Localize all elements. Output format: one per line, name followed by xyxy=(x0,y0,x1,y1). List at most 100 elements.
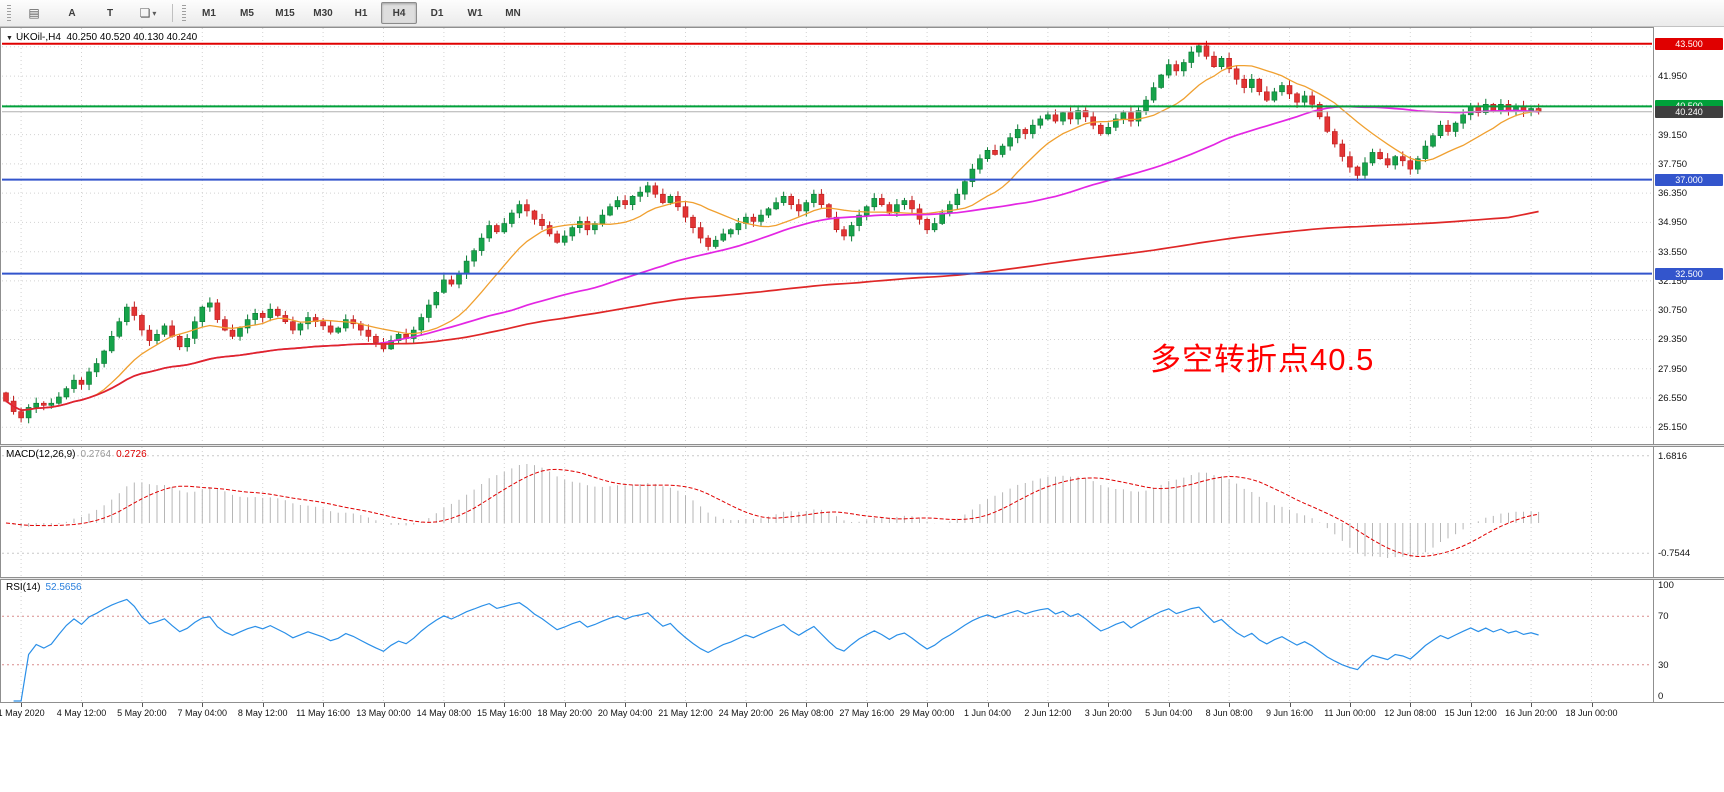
text-tool-button[interactable]: T xyxy=(106,7,114,19)
collapse-arrow-icon[interactable]: ▼ xyxy=(6,35,13,42)
rsi-indicator-label: RSI(14) 52.5656 xyxy=(6,582,82,593)
time-tick xyxy=(1470,703,1472,707)
time-label: 15 May 16:00 xyxy=(477,708,532,718)
time-label: 1 May 2020 xyxy=(0,708,45,718)
timeframe-w1-button[interactable]: W1 xyxy=(467,7,483,19)
y-axis-label: 41.950 xyxy=(1658,71,1688,82)
y-axis-label: 27.950 xyxy=(1658,364,1688,375)
arrow-tool-button[interactable]: A xyxy=(68,7,76,19)
time-label: 12 Jun 08:00 xyxy=(1384,708,1437,718)
price-line-tag: 43.500 xyxy=(1655,38,1723,50)
time-tick xyxy=(1531,703,1533,707)
shapes-icon: ❏ xyxy=(139,6,151,20)
time-tick xyxy=(625,703,627,707)
time-label: 26 May 08:00 xyxy=(779,708,834,718)
macd-scale-min: -0.7544 xyxy=(1658,548,1691,559)
macd-scale-max: 1.6816 xyxy=(1658,451,1688,462)
y-axis-label: 36.350 xyxy=(1658,188,1688,199)
bid-price-tag: 40.240 xyxy=(1655,106,1723,118)
time-label: 27 May 16:00 xyxy=(839,708,894,718)
time-label: 20 May 04:00 xyxy=(597,708,653,718)
time-tick xyxy=(141,703,143,707)
time-label: 8 Jun 08:00 xyxy=(1205,708,1253,718)
time-tick xyxy=(745,703,747,707)
time-label: 2 Jun 12:00 xyxy=(1024,708,1072,718)
symbol-name: UKOil-,H4 xyxy=(15,32,61,43)
macd-indicator-label: MACD(12,26,9) 0.2764 0.2726 xyxy=(6,449,147,460)
time-label: 4 May 12:00 xyxy=(56,708,107,718)
rsi-value: 52.5656 xyxy=(45,582,82,593)
symbol-header: ▼ UKOil-,H4 40.250 40.520 40.130 40.240 xyxy=(6,32,197,43)
time-tick xyxy=(81,703,83,707)
toolbar-grip[interactable] xyxy=(182,5,186,21)
timeframe-m1-button[interactable]: M1 xyxy=(202,7,216,19)
time-label: 21 May 12:00 xyxy=(658,708,713,718)
timeframe-m15-button[interactable]: M15 xyxy=(275,7,295,19)
time-tick xyxy=(1108,703,1110,707)
chevron-down-icon: ▾ xyxy=(152,8,157,18)
macd-signal-value: 0.2726 xyxy=(116,449,147,460)
ohlc-values: 40.250 40.520 40.130 40.240 xyxy=(66,32,198,43)
time-tick xyxy=(564,703,566,707)
time-tick xyxy=(1229,703,1231,707)
top-toolbar: ▤ A T ❏ ▾ M1 M5 M15 M30 H1 H4 D1 W1 MN xyxy=(0,0,1724,27)
panel-separator[interactable] xyxy=(0,577,1724,580)
time-tick xyxy=(1047,703,1049,707)
timeframe-m5-button[interactable]: M5 xyxy=(240,7,254,19)
rsi-scale-label: 100 xyxy=(1658,580,1674,591)
time-tick xyxy=(685,703,687,707)
time-tick xyxy=(1289,703,1291,707)
charts-grid-icon[interactable]: ▤ xyxy=(28,6,40,20)
time-tick xyxy=(443,703,445,707)
time-label: 13 May 00:00 xyxy=(356,708,411,718)
time-label: 14 May 08:00 xyxy=(416,708,472,718)
macd-main-value: 0.2764 xyxy=(80,449,112,460)
time-tick xyxy=(1591,703,1593,707)
time-label: 18 Jun 00:00 xyxy=(1565,708,1618,718)
chart-window: ▼ UKOil-,H4 40.250 40.520 40.130 40.240 多… xyxy=(0,27,1724,718)
time-axis[interactable]: 1 May 2020 4 May 12:00 5 May 20:00 7 May 04… xyxy=(0,702,1724,718)
timeframe-d1-button[interactable]: D1 xyxy=(430,7,444,19)
toolbar-grip[interactable] xyxy=(7,5,11,21)
timeframe-h4-button[interactable]: H4 xyxy=(381,2,417,24)
time-tick xyxy=(806,703,808,707)
time-label: 18 May 20:00 xyxy=(537,708,592,718)
chart-text-annotation: 多空转折点40.5 xyxy=(1150,342,1375,377)
timeframe-m30-button[interactable]: M30 xyxy=(313,7,333,19)
rsi-scale-label: 0 xyxy=(1658,691,1664,702)
time-label: 9 Jun 16:00 xyxy=(1265,708,1314,718)
time-tick xyxy=(1410,703,1412,707)
price-scale[interactable]: 41.950 39.150 37.750 36.350 34.950 33.550 32.1… xyxy=(1653,27,1724,702)
price-line-tag: 37.000 xyxy=(1655,174,1723,186)
time-label: 15 Jun 12:00 xyxy=(1444,708,1497,718)
y-axis-label: 30.750 xyxy=(1658,305,1688,316)
time-tick xyxy=(323,703,325,707)
time-label: 11 May 16:00 xyxy=(296,708,351,718)
timeframe-mn-button[interactable]: MN xyxy=(505,7,521,19)
time-label: 3 Jun 20:00 xyxy=(1084,708,1132,718)
time-tick xyxy=(866,703,868,707)
rsi-scale-label: 30 xyxy=(1658,660,1669,671)
price-line-tag: 32.500 xyxy=(1655,268,1723,280)
time-label: 11 Jun 00:00 xyxy=(1324,708,1376,718)
time-tick xyxy=(987,703,989,707)
y-axis-label: 25.150 xyxy=(1658,422,1688,433)
toolbar-separator xyxy=(172,4,173,22)
y-axis-label: 33.550 xyxy=(1658,247,1688,258)
panel-separator[interactable] xyxy=(0,444,1724,447)
time-tick xyxy=(504,703,506,707)
chart-canvas[interactable] xyxy=(0,27,1653,702)
timeframe-h1-button[interactable]: H1 xyxy=(354,7,368,19)
rsi-scale-label: 70 xyxy=(1658,611,1669,622)
y-axis-label: 26.550 xyxy=(1658,393,1688,404)
time-label: 7 May 04:00 xyxy=(177,708,228,718)
time-label: 29 May 00:00 xyxy=(899,708,955,718)
shapes-tool-button[interactable]: ❏ ▾ xyxy=(130,2,166,24)
y-axis-label: 34.950 xyxy=(1658,217,1688,228)
time-tick xyxy=(927,703,929,707)
time-tick xyxy=(383,703,385,707)
y-axis-label: 37.750 xyxy=(1658,159,1688,170)
y-axis-label: 32.150 xyxy=(1658,276,1688,287)
time-label: 5 Jun 04:00 xyxy=(1145,708,1193,718)
time-tick xyxy=(1349,703,1351,707)
